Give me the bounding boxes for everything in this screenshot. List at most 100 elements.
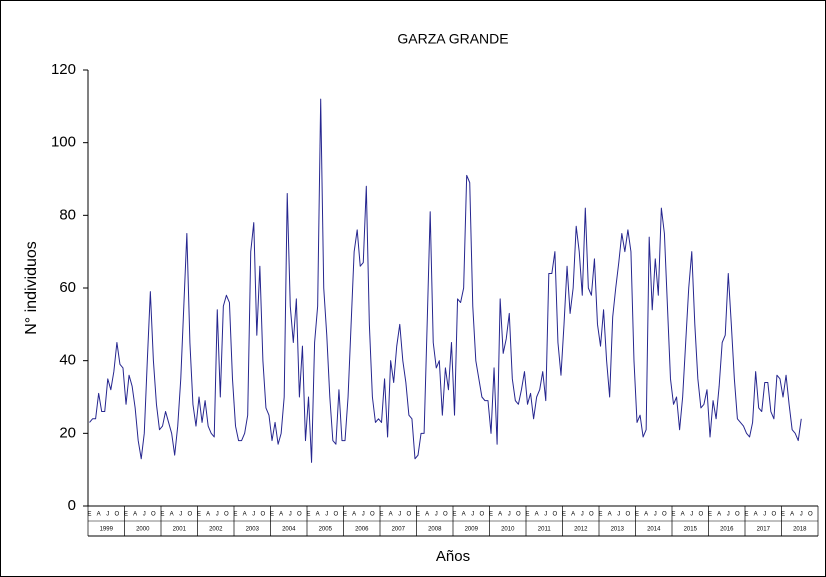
x-tick-label: E bbox=[672, 512, 676, 518]
x-axis-label: Años bbox=[436, 548, 470, 565]
x-tick-label: J bbox=[216, 512, 219, 518]
x-tick-label: J bbox=[252, 512, 255, 518]
x-tick-label: A bbox=[681, 512, 685, 518]
x-tick-label: A bbox=[316, 512, 320, 518]
x-tick-label: E bbox=[453, 512, 457, 518]
x-tick-label: A bbox=[352, 512, 356, 518]
x-tick-label: J bbox=[179, 512, 182, 518]
x-tick-label: O bbox=[516, 512, 521, 518]
x-tick-label: A bbox=[535, 512, 539, 518]
year-label: 2013 bbox=[611, 527, 625, 533]
y-tick-label: 120 bbox=[51, 61, 76, 78]
x-tick-label: E bbox=[708, 512, 712, 518]
year-label: 2000 bbox=[136, 527, 150, 533]
x-tick-label: O bbox=[261, 512, 266, 518]
x-tick-label: E bbox=[270, 512, 274, 518]
y-tick-label: 100 bbox=[51, 134, 76, 151]
year-label: 2006 bbox=[355, 527, 369, 533]
x-tick-label: A bbox=[206, 512, 210, 518]
x-tick-label: O bbox=[297, 512, 302, 518]
x-tick-label: J bbox=[763, 512, 766, 518]
x-tick-label: E bbox=[88, 512, 92, 518]
year-label: 2012 bbox=[574, 527, 588, 533]
x-tick-label: J bbox=[654, 512, 657, 518]
x-tick-label: E bbox=[489, 512, 493, 518]
x-tick-label: A bbox=[754, 512, 758, 518]
x-tick-label: E bbox=[781, 512, 785, 518]
x-tick-label: A bbox=[608, 512, 612, 518]
x-tick-label: O bbox=[699, 512, 704, 518]
year-label: 2016 bbox=[720, 527, 734, 533]
x-tick-label: E bbox=[307, 512, 311, 518]
x-tick-label: J bbox=[508, 512, 511, 518]
year-label: 2009 bbox=[465, 527, 479, 533]
y-tick-label: 80 bbox=[59, 206, 76, 223]
x-tick-label: J bbox=[800, 512, 803, 518]
x-tick-label: J bbox=[362, 512, 365, 518]
x-tick-label: J bbox=[581, 512, 584, 518]
x-tick-label: E bbox=[526, 512, 530, 518]
x-tick-label: A bbox=[462, 512, 466, 518]
x-tick-label: O bbox=[188, 512, 193, 518]
x-tick-label: O bbox=[662, 512, 667, 518]
x-tick-label: J bbox=[143, 512, 146, 518]
year-label: 2017 bbox=[757, 527, 771, 533]
year-label: 2007 bbox=[392, 527, 406, 533]
x-tick-label: A bbox=[133, 512, 137, 518]
x-tick-label: E bbox=[197, 512, 201, 518]
year-label: 2002 bbox=[209, 527, 223, 533]
year-label: 1999 bbox=[100, 527, 114, 533]
x-tick-label: O bbox=[115, 512, 120, 518]
x-tick-label: O bbox=[480, 512, 485, 518]
x-tick-label: J bbox=[289, 512, 292, 518]
year-label: 2004 bbox=[282, 527, 296, 533]
x-tick-label: O bbox=[224, 512, 229, 518]
year-label: 2010 bbox=[501, 527, 515, 533]
year-label: 2018 bbox=[793, 527, 807, 533]
x-tick-label: O bbox=[772, 512, 777, 518]
year-label: 2003 bbox=[246, 527, 260, 533]
chart-title: GARZA GRANDE bbox=[397, 31, 508, 47]
x-tick-label: E bbox=[635, 512, 639, 518]
x-tick-label: A bbox=[498, 512, 502, 518]
x-tick-label: A bbox=[170, 512, 174, 518]
x-tick-label: J bbox=[617, 512, 620, 518]
x-tick-label: O bbox=[808, 512, 813, 518]
x-tick-label: A bbox=[97, 512, 101, 518]
y-tick-label: 0 bbox=[68, 497, 76, 514]
x-tick-label: E bbox=[562, 512, 566, 518]
x-tick-label: A bbox=[425, 512, 429, 518]
x-tick-label: A bbox=[717, 512, 721, 518]
x-tick-label: O bbox=[407, 512, 412, 518]
x-tick-label: E bbox=[745, 512, 749, 518]
year-label: 2011 bbox=[538, 527, 552, 533]
x-tick-label: J bbox=[106, 512, 109, 518]
x-tick-label: J bbox=[544, 512, 547, 518]
x-tick-label: A bbox=[389, 512, 393, 518]
x-tick-label: J bbox=[727, 512, 730, 518]
x-tick-label: A bbox=[571, 512, 575, 518]
x-tick-label: A bbox=[790, 512, 794, 518]
x-tick-label: E bbox=[124, 512, 128, 518]
x-tick-label: O bbox=[151, 512, 156, 518]
x-tick-label: O bbox=[589, 512, 594, 518]
x-tick-label: E bbox=[343, 512, 347, 518]
x-tick-label: A bbox=[644, 512, 648, 518]
y-tick-label: 20 bbox=[59, 424, 76, 441]
x-tick-label: E bbox=[380, 512, 384, 518]
year-label: 2014 bbox=[647, 527, 661, 533]
x-tick-label: E bbox=[234, 512, 238, 518]
x-tick-label: J bbox=[325, 512, 328, 518]
y-tick-label: 40 bbox=[59, 352, 76, 369]
year-label: 2001 bbox=[173, 527, 187, 533]
y-axis-label: N° individuos bbox=[23, 241, 40, 335]
x-tick-label: J bbox=[435, 512, 438, 518]
x-tick-label: E bbox=[416, 512, 420, 518]
x-tick-label: A bbox=[279, 512, 283, 518]
x-tick-label: J bbox=[471, 512, 474, 518]
x-tick-label: O bbox=[443, 512, 448, 518]
x-tick-label: O bbox=[553, 512, 558, 518]
x-tick-label: O bbox=[626, 512, 631, 518]
